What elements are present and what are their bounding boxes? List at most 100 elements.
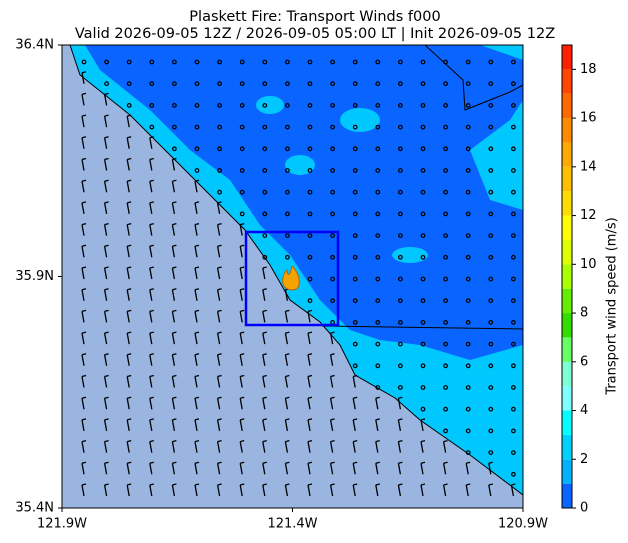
calm-wind-dot bbox=[307, 233, 313, 239]
calm-wind-dot bbox=[511, 341, 516, 347]
wind-barb-flag bbox=[330, 374, 335, 378]
wind-barb bbox=[81, 332, 85, 345]
calm-wind-dot bbox=[104, 81, 109, 87]
wind-barb bbox=[420, 484, 424, 497]
wind-barb bbox=[194, 463, 198, 475]
wind-barb bbox=[171, 202, 176, 215]
wind-barb-flag bbox=[330, 439, 335, 443]
wind-barb bbox=[103, 94, 108, 106]
calm-wind-dot bbox=[420, 363, 426, 369]
wind-barb-flag bbox=[217, 244, 222, 247]
county-border bbox=[321, 325, 523, 330]
wind-barb-flag bbox=[194, 244, 200, 247]
y-tick-label: 36.4N bbox=[15, 38, 54, 53]
calm-wind-dot bbox=[217, 189, 223, 195]
wind-barb-flag bbox=[149, 331, 154, 334]
calm-wind-dot bbox=[443, 81, 449, 87]
colorbar-frame bbox=[561, 44, 573, 509]
calm-wind-dot bbox=[420, 320, 426, 325]
calm-wind-dot bbox=[239, 168, 245, 173]
calm-wind-dot bbox=[285, 124, 290, 130]
colorbar-tick-label: 0 bbox=[580, 501, 588, 516]
colorbar-tick-label: 2 bbox=[580, 452, 588, 467]
wind-barb-flag bbox=[81, 114, 87, 117]
wind-barb bbox=[284, 354, 289, 366]
calm-wind-dot bbox=[420, 254, 426, 260]
wind-barb-flag bbox=[307, 331, 313, 334]
wind-barb-flag bbox=[81, 309, 87, 313]
wind-barb bbox=[103, 289, 108, 301]
calm-wind-dot bbox=[511, 406, 516, 412]
calm-wind-dot bbox=[194, 59, 200, 65]
wind-barb bbox=[239, 311, 243, 323]
wind-barb bbox=[284, 463, 289, 475]
calm-wind-dot bbox=[398, 320, 403, 325]
calm-wind-dot bbox=[217, 102, 223, 108]
map-title: Plaskett Fire: Transport Winds f000 bbox=[189, 9, 440, 25]
wind-barb bbox=[103, 376, 108, 388]
wind-barb-flag bbox=[194, 266, 200, 269]
wind-barb-flag bbox=[81, 266, 87, 269]
calm-wind-dot bbox=[511, 298, 516, 304]
wind-barb-flag bbox=[104, 201, 109, 204]
calm-wind-dot bbox=[465, 363, 471, 369]
x-tick-label: 120.9W bbox=[498, 517, 548, 532]
y-tick-label: 35.9N bbox=[15, 269, 54, 284]
wind-barb-flag bbox=[172, 222, 177, 226]
wind-barb-flag bbox=[149, 309, 154, 313]
wind-barb bbox=[307, 311, 311, 323]
wind-barb bbox=[81, 137, 85, 149]
map-subtitle: Valid 2026-09-05 12Z / 2026-09-05 05:00 … bbox=[75, 26, 555, 42]
wind-barb bbox=[126, 441, 130, 453]
wind-barb bbox=[149, 441, 153, 453]
wind-barb bbox=[216, 246, 221, 258]
wind-barb-flag bbox=[104, 418, 109, 421]
calm-wind-dot bbox=[352, 124, 358, 130]
fire-icon bbox=[282, 264, 300, 291]
calm-wind-dot bbox=[194, 124, 200, 130]
calm-wind-dot bbox=[375, 233, 381, 239]
wind-barb bbox=[103, 463, 108, 475]
wind-barb-flag bbox=[104, 136, 109, 139]
calm-wind-dot bbox=[443, 428, 449, 434]
wind-barb bbox=[239, 267, 243, 280]
wind-barb-flag bbox=[172, 353, 177, 356]
wind-barb-flag bbox=[127, 461, 132, 464]
wind-barb-flag bbox=[262, 353, 267, 356]
calm-wind-dot bbox=[465, 211, 471, 217]
calm-wind-dot bbox=[398, 124, 403, 130]
calm-wind-dot bbox=[194, 102, 200, 108]
calm-wind-dot bbox=[398, 385, 403, 390]
calm-wind-dot bbox=[352, 341, 358, 347]
calm-wind-dot bbox=[443, 146, 449, 152]
wind-barb-flag bbox=[240, 266, 245, 269]
wind-barb-flag bbox=[330, 483, 335, 486]
colorbar-segment bbox=[562, 93, 572, 119]
calm-wind-dot bbox=[443, 168, 449, 173]
calm-wind-dot bbox=[352, 146, 358, 152]
wind-barb-flag bbox=[194, 461, 200, 464]
cyan-patch bbox=[256, 96, 284, 114]
wind-barb bbox=[126, 311, 130, 323]
calm-wind-dot bbox=[375, 189, 381, 195]
wind-barb-flag bbox=[511, 483, 516, 486]
wind-barb-flag bbox=[149, 179, 154, 182]
wind-barb bbox=[307, 398, 311, 410]
calm-wind-dot bbox=[171, 81, 177, 87]
calm-wind-dot bbox=[352, 189, 358, 195]
wind-barb bbox=[149, 354, 153, 366]
wind-barb-flag bbox=[81, 71, 87, 74]
wind-barb-flag bbox=[262, 374, 267, 378]
wind-barb-flag bbox=[127, 309, 132, 313]
calm-wind-dot bbox=[307, 102, 313, 108]
wind-barb bbox=[216, 202, 221, 215]
wind-barb bbox=[126, 181, 130, 193]
wind-barb-flag bbox=[194, 331, 200, 334]
calm-wind-dot bbox=[285, 233, 290, 239]
wind-barb-flag bbox=[420, 439, 426, 443]
wind-barb-flag bbox=[217, 201, 222, 204]
wind-barb-flag bbox=[398, 461, 403, 464]
cyan-patch bbox=[285, 155, 315, 175]
calm-wind-dot bbox=[443, 59, 449, 65]
